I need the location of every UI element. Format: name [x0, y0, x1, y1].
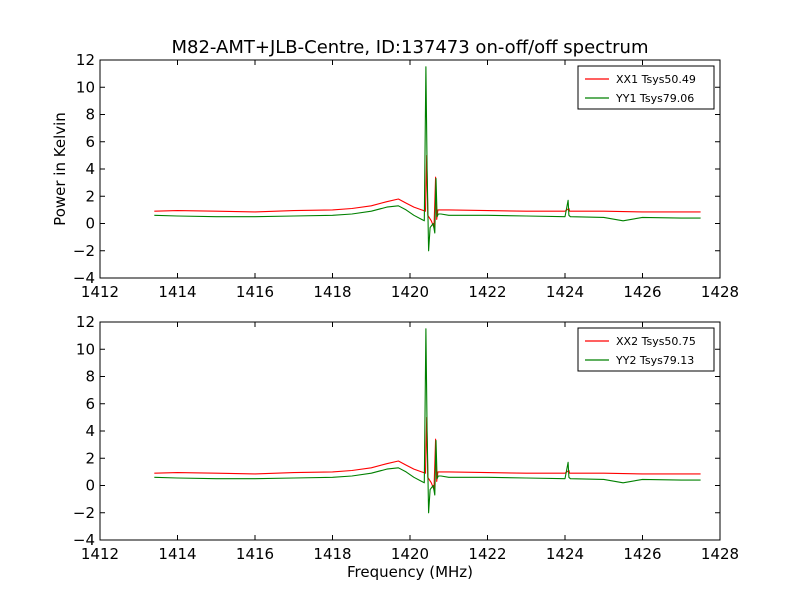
x-tick-label: 1420: [391, 283, 429, 301]
x-tick-label: 1418: [313, 545, 351, 563]
y-tick-label: 2: [85, 187, 95, 205]
x-tick-label: 1426: [623, 283, 661, 301]
x-tick-label: 1428: [701, 545, 739, 563]
y-axis-label: Power in Kelvin: [51, 112, 69, 226]
x-tick-label: 1424: [546, 283, 584, 301]
x-tick-label: 1412: [81, 283, 119, 301]
legend-entry-label: YY1 Tsys79.06: [615, 92, 694, 105]
bottom-spectrum-panel: 1412 1414 1416 1418 1420 1422 1424 1426 1428 −4 −2…: [73, 313, 739, 581]
x-tick-label: 1420: [391, 545, 429, 563]
y-tick-label: 6: [85, 395, 95, 413]
y-tick-label: 2: [85, 449, 95, 467]
y-tick-label: −4: [73, 531, 95, 549]
x-tick-label: 1414: [158, 545, 196, 563]
x-tick-label: 1412: [81, 545, 119, 563]
x-axis-label: Frequency (MHz): [347, 563, 473, 581]
y-tick-label: −4: [73, 269, 95, 287]
y-tick-label: 0: [85, 477, 95, 495]
series-line-yy: [154, 328, 701, 514]
y-tick-label: 10: [76, 340, 95, 358]
y-tick-label: 6: [85, 133, 95, 151]
series-line-yy: [154, 66, 701, 252]
y-tick-label: 4: [85, 160, 95, 178]
x-tick-label: 1416: [236, 545, 274, 563]
legend: XX1 Tsys50.49 YY1 Tsys79.06: [577, 65, 715, 110]
x-tick-label: 1414: [158, 283, 196, 301]
legend-box: [577, 65, 715, 110]
x-tick-label: 1424: [546, 545, 584, 563]
legend-box: [577, 327, 715, 372]
x-tick-label: 1428: [701, 283, 739, 301]
y-tick-label: 4: [85, 422, 95, 440]
y-tick-label: 12: [76, 313, 95, 331]
top-spectrum-panel: 1412 1414 1416 1418 1420 1422 1424 1426 1428 −4 −2…: [51, 51, 739, 301]
legend: XX2 Tsys50.75 YY2 Tsys79.13: [577, 327, 715, 372]
x-tick-label: 1416: [236, 283, 274, 301]
y-tick-label: 10: [76, 78, 95, 96]
legend-entry-label: XX1 Tsys50.49: [616, 73, 696, 86]
y-tick-label: 8: [85, 368, 95, 386]
y-tick-label: −2: [73, 504, 95, 522]
chart-title: M82-AMT+JLB-Centre, ID:137473 on-off/off…: [172, 37, 649, 58]
legend-entry-label: XX2 Tsys50.75: [616, 335, 696, 348]
y-tick-label: 8: [85, 106, 95, 124]
y-tick-label: 12: [76, 51, 95, 69]
legend-entry-label: YY2 Tsys79.13: [615, 354, 694, 367]
x-tick-label: 1426: [623, 545, 661, 563]
x-tick-label: 1422: [468, 283, 506, 301]
x-tick-label: 1422: [468, 545, 506, 563]
y-tick-label: 0: [85, 215, 95, 233]
y-tick-label: −2: [73, 242, 95, 260]
x-tick-label: 1418: [313, 283, 351, 301]
